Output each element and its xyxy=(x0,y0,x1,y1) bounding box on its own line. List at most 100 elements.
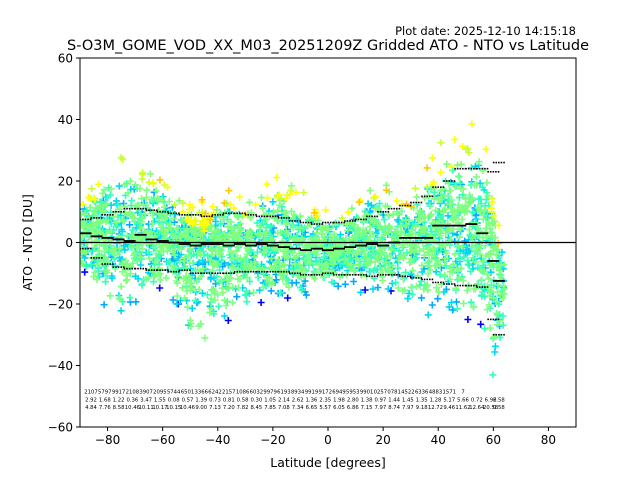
bin-stat-mean: 0.81 xyxy=(223,397,235,403)
std-upper-dot xyxy=(299,221,302,224)
std-upper-dot xyxy=(431,195,434,198)
bin-stat-mean: 1.98 xyxy=(333,397,345,403)
std-lower-dot xyxy=(288,272,291,275)
std-lower-dot xyxy=(120,266,122,268)
std-lower-dot xyxy=(106,263,109,265)
std-lower-dot xyxy=(299,272,301,275)
bin-stat-std: 4.84 xyxy=(85,405,97,411)
std-upper-dot xyxy=(296,220,299,222)
std-upper-dot xyxy=(89,218,92,221)
std-upper-dot xyxy=(445,180,448,182)
std-upper-dot xyxy=(327,221,329,224)
std-lower-dot xyxy=(368,275,371,278)
y-axis-label: ATO - NTO [DU] xyxy=(20,194,35,291)
std-upper-dot xyxy=(366,215,368,218)
std-upper-dot xyxy=(443,180,445,182)
std-lower-dot xyxy=(465,284,467,287)
std-upper-dot xyxy=(280,217,283,219)
std-lower-dot xyxy=(346,273,349,276)
std-upper-dot xyxy=(236,212,239,215)
std-upper-dot xyxy=(203,215,205,218)
bin-stat-mean: 2.58 xyxy=(493,397,505,403)
std-upper-dot xyxy=(156,210,159,213)
std-lower-dot xyxy=(230,272,233,275)
bin-stat-std: 7.13 xyxy=(209,405,221,411)
std-lower-dot xyxy=(473,284,475,287)
std-upper-dot xyxy=(318,223,321,225)
std-upper-dot xyxy=(313,223,316,225)
std-upper-dot xyxy=(277,215,279,218)
std-lower-dot xyxy=(443,283,445,285)
std-lower-dot xyxy=(388,273,390,276)
std-lower-dot xyxy=(327,272,329,275)
std-lower-dot xyxy=(263,270,266,273)
std-lower-dot xyxy=(299,273,302,276)
std-lower-dot xyxy=(214,272,216,275)
y-tick-label: 0 xyxy=(65,236,73,250)
std-lower-dot xyxy=(258,270,261,273)
std-upper-dot xyxy=(274,215,277,218)
bin-stat-mean: 1.45 xyxy=(402,397,414,403)
std-lower-dot xyxy=(208,272,211,275)
std-upper-dot xyxy=(189,214,192,216)
std-lower-dot xyxy=(112,266,115,268)
std-upper-dot xyxy=(451,180,453,182)
std-upper-dot xyxy=(344,220,346,222)
x-tick-label: 20 xyxy=(375,433,390,447)
bin-stat-std: 7.08 xyxy=(278,405,290,411)
std-upper-dot xyxy=(222,214,224,216)
std-lower-dot xyxy=(285,270,288,273)
bin-stat-mean: 2.35 xyxy=(319,397,331,403)
std-upper-dot xyxy=(299,220,301,222)
std-lower-dot xyxy=(98,257,100,259)
std-upper-dot xyxy=(170,212,172,215)
std-lower-dot xyxy=(153,269,156,271)
std-upper-dot xyxy=(346,220,349,222)
bin-stat-mean: 0.57 xyxy=(182,397,194,403)
std-upper-dot xyxy=(294,220,296,222)
std-lower-dot xyxy=(406,275,409,278)
std-lower-dot xyxy=(189,272,192,275)
std-lower-dot xyxy=(89,247,92,250)
std-lower-dot xyxy=(489,318,492,321)
std-upper-dot xyxy=(277,217,280,219)
std-lower-dot xyxy=(453,283,456,285)
std-upper-dot xyxy=(82,218,84,221)
bin-stat-std: 7.82 xyxy=(237,405,249,411)
std-lower-dot xyxy=(344,273,346,276)
bin-stat-std: 8.74 xyxy=(388,405,400,411)
bin-stat-mean: 1.22 xyxy=(113,397,125,403)
std-upper-dot xyxy=(192,214,194,216)
std-upper-dot xyxy=(357,218,360,221)
std-upper-dot xyxy=(388,207,390,210)
bin-stat-mean: 1.68 xyxy=(99,397,111,403)
std-lower-dot xyxy=(390,273,393,276)
std-upper-dot xyxy=(387,210,390,213)
bin-stat-mean: 1.44 xyxy=(388,397,400,403)
std-lower-dot xyxy=(131,267,133,270)
std-lower-dot xyxy=(266,270,269,273)
std-lower-dot xyxy=(492,318,495,321)
std-lower-dot xyxy=(366,275,368,278)
bin-stat-mean: 2.92 xyxy=(85,397,97,403)
std-upper-dot xyxy=(440,186,442,188)
std-upper-dot xyxy=(126,207,128,210)
std-lower-dot xyxy=(338,273,340,276)
std-upper-dot xyxy=(288,217,290,219)
bin-stat-std: 7.34 xyxy=(292,405,304,411)
std-upper-dot xyxy=(470,167,473,170)
std-lower-dot xyxy=(167,269,169,271)
std-lower-dot xyxy=(384,273,387,276)
std-upper-dot xyxy=(120,210,122,213)
std-lower-dot xyxy=(487,318,489,321)
std-upper-dot xyxy=(167,210,169,213)
std-upper-dot xyxy=(145,207,147,210)
std-lower-dot xyxy=(95,257,98,259)
bin-stat-std: 6.05 xyxy=(333,405,345,411)
std-lower-dot xyxy=(126,267,128,270)
bin-stat-count: 1086 xyxy=(236,390,250,396)
std-lower-dot xyxy=(225,272,227,275)
y-axis: −60 −40 −20 0 20 40 60 xyxy=(48,51,80,434)
std-lower-dot xyxy=(294,272,296,275)
bin-stat-count: 4522 xyxy=(401,390,414,396)
